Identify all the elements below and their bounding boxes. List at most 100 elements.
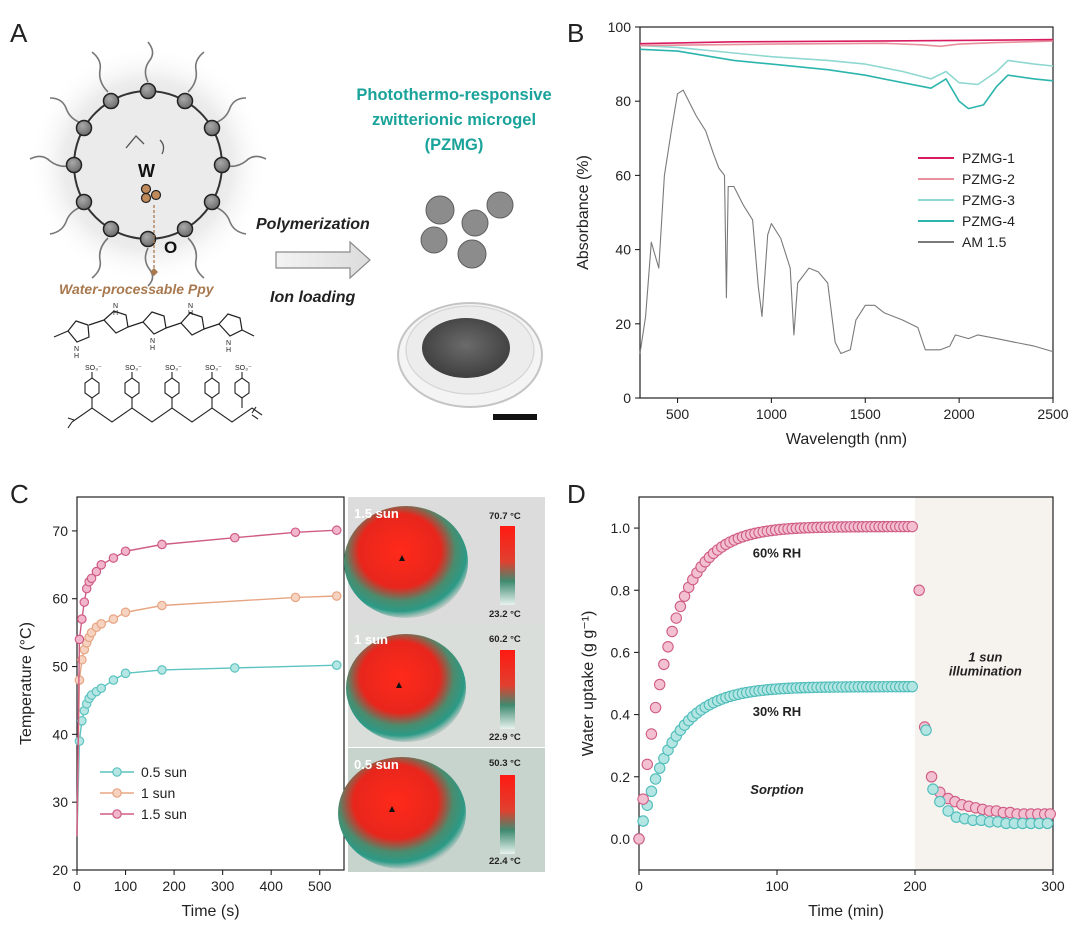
y-tick-label: 20 bbox=[615, 316, 631, 332]
panel-letter-b: B bbox=[567, 18, 584, 48]
sorption-point bbox=[637, 815, 649, 827]
pss-structure bbox=[67, 372, 263, 429]
series-line-am-1-5 bbox=[639, 89, 1054, 355]
y-tick-label: 0.0 bbox=[611, 831, 631, 847]
data-point bbox=[108, 614, 119, 624]
x-tick-label: 300 bbox=[1041, 878, 1065, 894]
sorption-point bbox=[645, 728, 658, 740]
legend-label: 1 sun bbox=[141, 785, 175, 801]
svg-text:H: H bbox=[74, 353, 79, 360]
pzmg-title-line-1: Photothermo-responsive bbox=[356, 86, 551, 104]
data-point bbox=[120, 668, 131, 679]
ppy-label: Water-processable Ppy bbox=[59, 281, 215, 297]
desorption-point bbox=[913, 584, 925, 596]
panel-a: A W O Water-p bbox=[10, 18, 552, 429]
y-tick-label: 0.4 bbox=[611, 707, 631, 723]
x-tick-label: 200 bbox=[162, 878, 186, 894]
sorption-point bbox=[649, 773, 662, 785]
panel-d: D 0 100 200 300 0.0 0.2 0.4 0.6 0.8 1.0 Time (min)… bbox=[567, 479, 1065, 920]
sorption-point bbox=[645, 785, 658, 798]
svg-text:SO₃⁻: SO₃⁻ bbox=[165, 365, 182, 372]
svg-text:H: H bbox=[113, 310, 118, 317]
y-axis-title: Absorbance (%) bbox=[575, 155, 592, 270]
sorption-point bbox=[649, 701, 662, 714]
data-point bbox=[331, 525, 342, 536]
series-line-pzmg-1 bbox=[639, 38, 1054, 45]
x-tick-label: 200 bbox=[903, 878, 927, 894]
thermal-image-0-5-sun: 0.5 sun 50.3 °C 22.4 °C bbox=[338, 748, 545, 872]
svg-text:H: H bbox=[188, 310, 193, 317]
annotation-illumination: illumination bbox=[949, 664, 1022, 679]
data-point bbox=[108, 553, 119, 563]
label-w: W bbox=[138, 161, 155, 181]
legend-label: PZMG-4 bbox=[962, 213, 1015, 229]
svg-text:N: N bbox=[188, 303, 193, 310]
y-tick-label: 20 bbox=[52, 862, 68, 878]
y-tick-label: 50 bbox=[52, 659, 68, 675]
svg-text:SO₃⁻: SO₃⁻ bbox=[235, 365, 252, 372]
y-tick-label: 0.6 bbox=[611, 644, 631, 660]
panel-c: C 0 100 200 300 400 500 20 30 40 50 60 70 Time (s) Te… bbox=[10, 479, 545, 920]
x-tick-label: 100 bbox=[765, 878, 789, 894]
thermal-image-1-5-sun: 1.5 sun 70.7 °C 23.2 °C bbox=[344, 497, 545, 623]
y-tick-label: 100 bbox=[608, 19, 632, 35]
ppy-pointer-diamond bbox=[150, 268, 158, 276]
ppy-chain-structure bbox=[53, 310, 255, 343]
sorption-point bbox=[653, 762, 666, 774]
series-line-pzmg-2 bbox=[639, 40, 1054, 48]
data-point bbox=[229, 663, 240, 673]
thermal-label-2: 1 sun bbox=[354, 632, 388, 647]
desorption-point bbox=[925, 770, 938, 783]
legend-swatch-marker bbox=[112, 767, 122, 777]
y-tick-label: 40 bbox=[52, 726, 68, 742]
data-point bbox=[96, 560, 107, 570]
thermal-max-2: 60.2 °C bbox=[489, 634, 521, 645]
svg-text:H: H bbox=[226, 347, 231, 354]
data-point bbox=[96, 619, 107, 629]
data-point bbox=[77, 715, 87, 726]
ppy-nh-labels: NH HN NH HN NH bbox=[74, 303, 231, 360]
panel-b: B 500 1000 1500 2000 2500 0 20 40 60 80 100 Wavelen… bbox=[567, 18, 1069, 448]
x-tick-label: 100 bbox=[114, 878, 138, 894]
y-axis-title: Water uptake (g g⁻¹) bbox=[580, 611, 597, 757]
sorption-point bbox=[906, 680, 918, 693]
sorption-point bbox=[637, 793, 649, 805]
label-o: O bbox=[164, 238, 177, 257]
x-tick-label: 2500 bbox=[1037, 406, 1068, 422]
sorption-point bbox=[906, 520, 918, 533]
data-point bbox=[108, 675, 119, 685]
x-tick-label: 300 bbox=[211, 878, 235, 894]
svg-text:N: N bbox=[74, 346, 79, 353]
annotation-30rh: 30% RH bbox=[753, 704, 801, 719]
thermal-image-1-sun: 1 sun 60.2 °C 22.9 °C bbox=[346, 623, 545, 747]
arrow-label-ion-loading: Ion loading bbox=[270, 289, 356, 306]
annotation-60rh: 60% RH bbox=[753, 546, 801, 561]
colorbar-3 bbox=[500, 775, 515, 854]
thermal-label-1: 1.5 sun bbox=[354, 506, 399, 521]
series-line-pzmg-4 bbox=[639, 48, 1054, 110]
plot-frame bbox=[638, 496, 1054, 871]
svg-text:N: N bbox=[226, 340, 231, 347]
data-point bbox=[96, 683, 107, 694]
thermal-min-1: 23.2 °C bbox=[489, 609, 521, 620]
x-axis-title: Time (min) bbox=[808, 903, 884, 920]
legend-swatch-marker bbox=[112, 809, 122, 819]
data-point bbox=[120, 607, 131, 618]
data-point bbox=[91, 566, 102, 577]
thermal-images: 1.5 sun 70.7 °C 23.2 °C 1 sun 60.2 °C 22… bbox=[338, 497, 545, 872]
panel-letter-d: D bbox=[567, 479, 586, 509]
svg-text:SO₃⁻: SO₃⁻ bbox=[205, 365, 222, 372]
thermal-max-1: 70.7 °C bbox=[489, 511, 521, 522]
annotation-1-sun: 1 sun bbox=[968, 650, 1002, 665]
desorption-point bbox=[1041, 817, 1054, 830]
colorbar-2 bbox=[500, 650, 515, 729]
sorption-point bbox=[641, 758, 654, 771]
legend-label: PZMG-3 bbox=[962, 192, 1015, 208]
data-point bbox=[157, 665, 167, 675]
y-tick-label: 70 bbox=[52, 523, 68, 539]
x-tick-label: 1000 bbox=[756, 406, 787, 422]
sorption-point bbox=[662, 641, 674, 653]
series-line bbox=[76, 595, 337, 837]
monomer-squiggle bbox=[125, 135, 165, 155]
data-point bbox=[229, 532, 240, 543]
